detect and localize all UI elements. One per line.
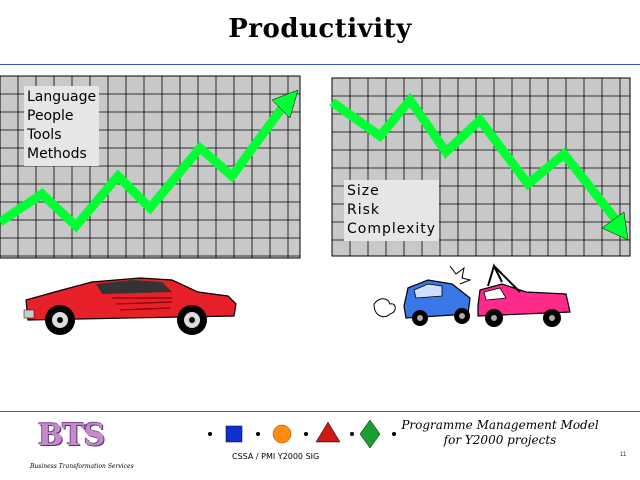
rising-arrowhead-icon: [271, 89, 299, 119]
red-pyramid-icon: [315, 421, 341, 443]
slide-title: Productivity: [228, 14, 412, 44]
falling-arrow-line: [329, 92, 620, 223]
factor-complexity: Complexity: [347, 221, 437, 237]
sig-label: CSSA / PMI Y2000 SIG: [232, 452, 320, 461]
org-name: Business Transformation Services: [30, 463, 134, 470]
blue-square-icon: [225, 425, 243, 443]
factor-people: People: [27, 108, 74, 124]
left-growth-chart: [0, 75, 301, 259]
bts-logo: BTS: [38, 418, 105, 453]
top-divider: [0, 64, 640, 65]
orange-sphere-icon: [272, 424, 292, 444]
falling-arrowhead-icon: [601, 211, 629, 241]
factor-language: Language: [27, 89, 97, 105]
green-diamond-icon: [359, 419, 381, 449]
factor-tools: Tools: [27, 127, 62, 143]
car-crash-tow-icon: [373, 263, 571, 327]
bottom-divider: [0, 411, 640, 412]
programme-model-label: Programme Management Model for Y2000 pro…: [400, 418, 600, 448]
page-number: 11: [620, 452, 627, 458]
model-line-1: Programme Management Model: [401, 418, 599, 432]
rising-arrow-line: [0, 105, 286, 233]
factor-methods: Methods: [27, 146, 87, 162]
left-factor-list: Language People Tools Methods: [24, 86, 100, 166]
right-factor-list: Size Risk Complexity: [344, 180, 440, 241]
footer-shapes-strip: [208, 419, 396, 449]
sports-car-icon: [23, 277, 237, 335]
factor-size: Size: [347, 183, 380, 199]
model-line-2: for Y2000 projects: [443, 433, 557, 447]
factor-risk: Risk: [347, 202, 381, 218]
